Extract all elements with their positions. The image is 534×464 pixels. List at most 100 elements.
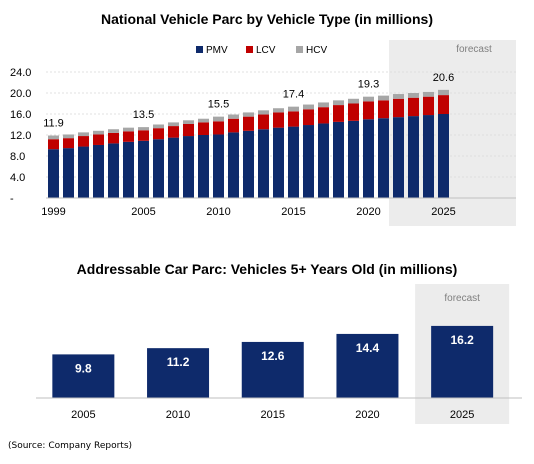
chart1-bar-lcv — [243, 116, 254, 131]
chart1-bar-pmv — [213, 134, 224, 198]
chart1-y-tick-label: 20.0 — [10, 88, 31, 100]
chart1-data-label: 17.4 — [283, 89, 304, 101]
chart1-bar-lcv — [213, 121, 224, 135]
chart1-legend-label: LCV — [256, 45, 276, 56]
chart1-bar-lcv — [318, 107, 329, 124]
chart1-bar-hcv — [348, 98, 359, 104]
chart1-bar-hcv — [123, 127, 134, 132]
chart1-bar-pmv — [93, 144, 104, 198]
chart1-bar-hcv — [108, 129, 119, 133]
chart1-bar-lcv — [258, 114, 269, 130]
chart1-bar-pmv — [78, 146, 89, 198]
chart2-title: Addressable Car Parc: Vehicles 5+ Years … — [76, 261, 458, 277]
chart1-bar-hcv — [183, 120, 194, 124]
chart1-bar-hcv — [168, 122, 179, 127]
chart1-bar-lcv — [183, 123, 194, 137]
chart1-x-tick-label: 2025 — [431, 206, 455, 218]
chart1-bar-lcv — [378, 100, 389, 119]
chart1-bar-hcv — [363, 96, 374, 102]
chart2-data-label: 9.8 — [75, 361, 92, 375]
chart2-bar — [147, 348, 210, 398]
chart2-data-label: 16.2 — [450, 333, 474, 347]
chart1-bar-hcv — [48, 135, 59, 140]
chart1-bar-pmv — [63, 148, 74, 198]
chart1-forecast-label: forecast — [456, 44, 492, 55]
chart1-data-label: 19.3 — [358, 79, 379, 91]
chart1-bar-hcv — [408, 93, 419, 98]
chart1-bar-hcv — [273, 108, 284, 113]
chart1-bar-hcv — [198, 118, 209, 123]
chart2-bar — [241, 341, 304, 398]
chart1-bar-hcv — [318, 102, 329, 108]
chart1-bar-pmv — [318, 123, 329, 198]
chart1-bar-pmv — [243, 130, 254, 198]
chart1-bar-hcv — [288, 106, 299, 112]
chart1-bar-lcv — [93, 134, 104, 145]
chart1-bar-hcv — [153, 124, 164, 129]
chart1-data-label: 11.9 — [43, 118, 64, 130]
chart1-bar-hcv — [78, 132, 89, 137]
chart1-bar-hcv — [228, 114, 239, 119]
chart1-bar-hcv — [93, 130, 104, 135]
chart1-bar-pmv — [288, 126, 299, 198]
chart2-bar — [431, 325, 494, 398]
chart1-bar-pmv — [348, 120, 359, 198]
chart1-x-tick-label: 2020 — [356, 206, 380, 218]
chart2-x-tick-label: 2010 — [166, 409, 190, 421]
chart1-data-label: 13.5 — [133, 109, 154, 121]
chart2-data-label: 11.2 — [167, 355, 190, 369]
chart1-y-tick-label: 4.0 — [10, 172, 25, 184]
chart1-bar-hcv — [303, 104, 314, 110]
chart1-bar-pmv — [333, 121, 344, 198]
chart1-bar-lcv — [408, 97, 419, 117]
chart1-bar-pmv — [303, 125, 314, 198]
chart1-x-tick-label: 1999 — [41, 206, 65, 218]
chart1-bar-pmv — [183, 136, 194, 198]
chart1-bar-lcv — [123, 131, 134, 142]
chart1-bar-pmv — [138, 140, 149, 198]
chart1-bar-pmv — [378, 118, 389, 198]
chart2-forecast-label: forecast — [444, 293, 480, 304]
chart1-y-tick-label: 16.0 — [10, 109, 31, 121]
chart1-bar-lcv — [48, 139, 59, 150]
chart1-bar-lcv — [363, 101, 374, 120]
chart1-bar-lcv — [168, 126, 179, 138]
chart1-bar-hcv — [63, 134, 74, 139]
chart1-bar-pmv — [198, 135, 209, 198]
chart1-bar-lcv — [303, 109, 314, 126]
chart1-bar-pmv — [393, 117, 404, 198]
chart1-bar-hcv — [213, 116, 224, 122]
chart1-bar-lcv — [288, 111, 299, 127]
chart2-x-tick-label: 2005 — [71, 409, 95, 421]
chart1-bar-lcv — [423, 96, 434, 116]
chart2-bar — [52, 354, 115, 398]
chart1-bar-pmv — [408, 116, 419, 198]
chart1-bar-lcv — [198, 122, 209, 135]
chart1-bar-hcv — [393, 94, 404, 99]
chart2-x-tick-label: 2015 — [261, 409, 285, 421]
chart1-bar-pmv — [228, 132, 239, 198]
chart1-bar-hcv — [258, 110, 269, 115]
chart1-bar-lcv — [63, 138, 74, 149]
chart1-bar-lcv — [438, 95, 449, 114]
source-note: (Source: Company Reports) — [8, 441, 133, 451]
chart1-bar-hcv — [378, 95, 389, 101]
chart1-legend-swatch — [246, 46, 253, 53]
chart1-bar-lcv — [333, 105, 344, 122]
chart2-x-tick-label: 2020 — [355, 409, 379, 421]
chart1-bar-lcv — [138, 130, 149, 141]
chart1-y-tick-label: - — [10, 193, 14, 205]
chart2-data-label: 12.6 — [261, 349, 285, 363]
chart1-bar-hcv — [438, 89, 449, 96]
chart2-x-tick-label: 2025 — [450, 409, 474, 421]
chart1-bar-pmv — [48, 149, 59, 198]
chart1-legend-swatch — [296, 46, 303, 53]
chart1-bar-lcv — [228, 118, 239, 133]
chart1-legend-label: HCV — [306, 45, 327, 56]
chart1-y-tick-label: 8.0 — [10, 151, 25, 163]
chart1-bar-pmv — [168, 137, 179, 198]
chart1-bar-pmv — [423, 115, 434, 198]
chart1-x-tick-label: 2005 — [131, 206, 155, 218]
chart1-bar-hcv — [333, 100, 344, 106]
